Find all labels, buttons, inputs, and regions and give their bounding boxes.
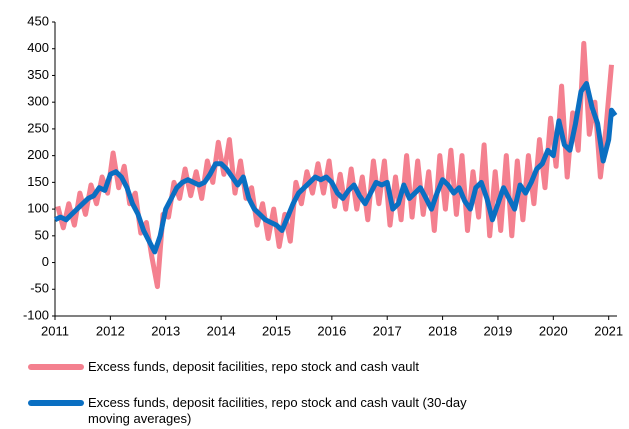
legend-swatch <box>28 400 84 406</box>
y-tick-label: -50 <box>30 281 49 296</box>
y-tick-label: 50 <box>35 227 49 242</box>
y-tick-label: 400 <box>27 40 49 55</box>
x-tick-label: 2013 <box>151 323 180 338</box>
legend-label: Excess funds, deposit facilities, repo s… <box>88 359 419 374</box>
y-tick-label: -100 <box>23 307 49 322</box>
x-tick-label: 2015 <box>262 323 291 338</box>
chart: -100 -50 0 50 100 150 200 250 300 350 400 450 2011 20… <box>23 13 623 338</box>
y-tick-label: 0 <box>42 254 49 269</box>
y-tick-label: 300 <box>27 94 49 109</box>
x-tick-label: 2019 <box>483 323 512 338</box>
x-tick-label: 2014 <box>207 323 236 338</box>
legend-label: Excess funds, deposit facilities, repo s… <box>88 395 467 426</box>
series-line <box>53 81 618 255</box>
x-tick-label: 2012 <box>96 323 125 338</box>
series-line <box>55 40 614 290</box>
y-tick-label: 200 <box>27 147 49 162</box>
y-tick-label: 100 <box>27 201 49 216</box>
x-tick-label: 2011 <box>41 323 69 338</box>
x-tick-label: 2018 <box>428 323 457 338</box>
y-tick-label: 450 <box>27 13 49 28</box>
legend-swatch <box>28 364 84 370</box>
x-tick-label: 2017 <box>373 323 402 338</box>
y-tick-label: 250 <box>27 120 49 135</box>
y-tick-label: 150 <box>27 174 49 189</box>
legend-item: Excess funds, deposit facilities, repo s… <box>28 395 498 427</box>
x-tick-label: 2021 <box>594 323 623 338</box>
y-tick-label: 350 <box>27 67 49 82</box>
x-tick-label: 2020 <box>539 323 568 338</box>
legend-item: Excess funds, deposit facilities, repo s… <box>28 359 419 375</box>
x-tick-label: 2016 <box>317 323 346 338</box>
